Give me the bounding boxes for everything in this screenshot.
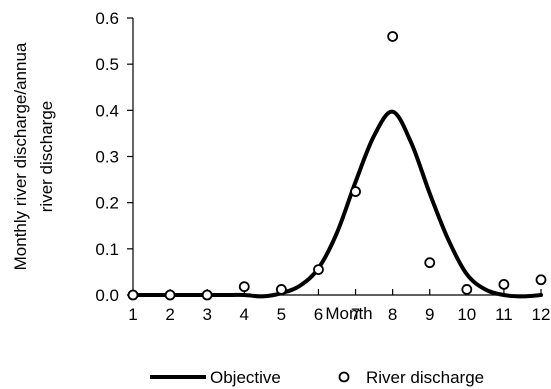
y-tick-label: 0.5 (95, 55, 119, 74)
legend-label-river-discharge: River discharge (366, 368, 484, 387)
x-tick-label: 6 (314, 305, 323, 324)
data-point (424, 257, 436, 269)
x-tick-label: 3 (202, 305, 211, 324)
legend: Objective River discharge (150, 368, 484, 387)
y-tick-label: 0.0 (95, 286, 119, 305)
x-tick-label: 7 (351, 305, 360, 324)
data-point (461, 284, 473, 295)
x-tick-label: 10 (457, 305, 476, 324)
x-tick-label: 2 (165, 305, 174, 324)
y-tick-label: 0.1 (95, 240, 119, 259)
y-tick-label: 0.2 (95, 194, 119, 213)
x-tick-label: 9 (425, 305, 434, 324)
x-tick-label: 11 (495, 305, 513, 324)
data-point (313, 264, 324, 276)
y-axis-title: Monthly river discharge/annua river disch… (11, 42, 56, 270)
x-tick-label: 5 (277, 305, 286, 324)
data-point (387, 31, 399, 42)
series-line-objective (131, 109, 543, 299)
legend-circle-swatch (338, 371, 350, 383)
y-axis-title-line: Monthly river discharge/annua (11, 42, 30, 270)
axes (132, 18, 541, 296)
y-axis-ticks: 0.0 0.1 0.2 0.3 0.4 0.5 0.6 (95, 9, 133, 305)
x-tick-label: 4 (240, 305, 249, 324)
data-point (238, 281, 250, 293)
y-tick-label: 0.6 (95, 9, 119, 28)
data-point (275, 284, 287, 295)
data-point (201, 289, 213, 301)
data-point (535, 274, 547, 286)
y-tick-label: 0.3 (95, 148, 119, 167)
x-tick-label: 1 (128, 305, 137, 324)
data-point (127, 289, 139, 301)
data-point (164, 289, 176, 301)
x-tick-label: 8 (388, 305, 397, 324)
legend-label-objective: Objective (210, 368, 281, 387)
series-layer (127, 31, 547, 301)
y-tick-label: 0.4 (95, 101, 119, 120)
data-point (498, 278, 510, 290)
x-axis-title: Month (325, 304, 372, 323)
x-tick-label: 12 (532, 305, 551, 324)
y-axis-title-line: river discharge (37, 101, 56, 213)
data-point (350, 186, 361, 197)
